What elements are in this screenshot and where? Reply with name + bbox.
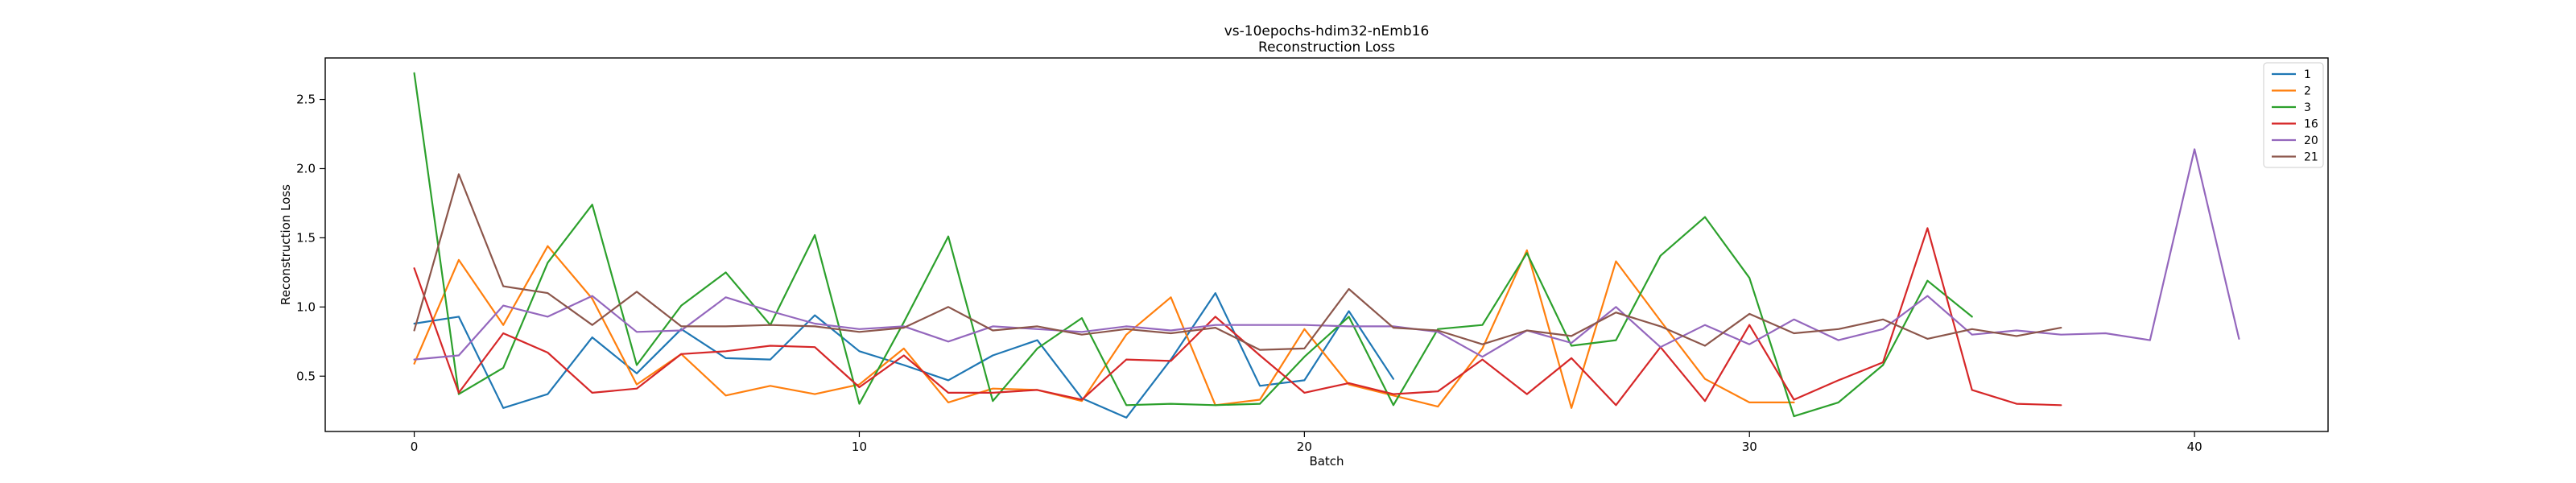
y-tick-label: 0.5 xyxy=(296,369,316,383)
x-tick-label: 0 xyxy=(411,440,419,454)
legend-label-1: 1 xyxy=(2304,68,2311,81)
y-tick-label: 1.5 xyxy=(296,230,316,245)
x-tick-label: 30 xyxy=(1742,440,1757,454)
legend-box xyxy=(2263,62,2324,168)
legend-label-21: 21 xyxy=(2304,151,2318,164)
series-lines xyxy=(413,72,2240,419)
x-axis: 0 10 20 30 40 xyxy=(411,431,2202,454)
legend-label-3: 3 xyxy=(2304,101,2311,114)
x-tick-label: 40 xyxy=(2187,440,2202,454)
x-axis-label: Batch xyxy=(1309,454,1344,469)
legend-label-20: 20 xyxy=(2304,134,2318,147)
series-line-20 xyxy=(413,148,2240,361)
series-line-2 xyxy=(413,245,1795,409)
x-tick-label: 20 xyxy=(1297,440,1312,454)
x-tick-label: 10 xyxy=(852,440,867,454)
series-line-3 xyxy=(413,72,1973,418)
plot-area-frame xyxy=(324,57,2329,432)
y-tick-label: 1.0 xyxy=(296,299,316,314)
y-axis: 0.5 1.0 1.5 2.0 2.5 xyxy=(296,93,325,383)
chart-title-line-1: vs-10epochs-hdim32-nEmb16 xyxy=(1224,23,1430,39)
legend: 1 2 3 16 20 21 xyxy=(2263,62,2324,168)
chart-title-line-2: Reconstruction Loss xyxy=(1258,39,1395,56)
series-line-16 xyxy=(413,227,2062,407)
y-tick-label: 2.5 xyxy=(296,93,316,107)
series-line-21 xyxy=(413,173,2062,351)
legend-label-2: 2 xyxy=(2304,85,2311,98)
series-line-1 xyxy=(413,292,1395,419)
y-tick-label: 2.0 xyxy=(296,161,316,175)
legend-label-16: 16 xyxy=(2304,118,2318,131)
y-axis-label: Reconstruction Loss xyxy=(279,184,293,305)
